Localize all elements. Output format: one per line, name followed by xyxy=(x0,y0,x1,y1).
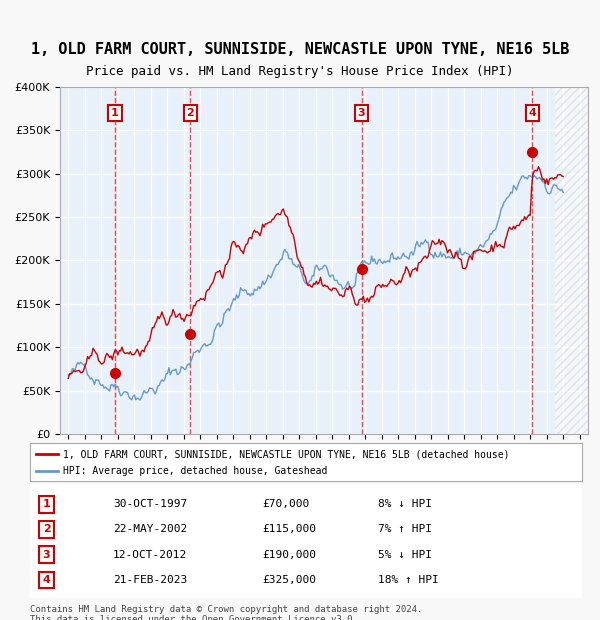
Text: 1: 1 xyxy=(43,499,50,509)
Text: 2: 2 xyxy=(43,525,50,534)
Text: 4: 4 xyxy=(529,108,536,118)
Text: 2: 2 xyxy=(187,108,194,118)
Text: £325,000: £325,000 xyxy=(262,575,316,585)
Text: £115,000: £115,000 xyxy=(262,525,316,534)
Text: £190,000: £190,000 xyxy=(262,550,316,560)
Text: HPI: Average price, detached house, Gateshead: HPI: Average price, detached house, Gate… xyxy=(63,466,328,476)
Text: 3: 3 xyxy=(358,108,365,118)
Text: Price paid vs. HM Land Registry's House Price Index (HPI): Price paid vs. HM Land Registry's House … xyxy=(86,65,514,78)
Text: 1: 1 xyxy=(111,108,119,118)
Text: 7% ↑ HPI: 7% ↑ HPI xyxy=(378,525,432,534)
Text: 18% ↑ HPI: 18% ↑ HPI xyxy=(378,575,439,585)
Text: 12-OCT-2012: 12-OCT-2012 xyxy=(113,550,187,560)
Text: £70,000: £70,000 xyxy=(262,499,309,509)
Text: 8% ↓ HPI: 8% ↓ HPI xyxy=(378,499,432,509)
Text: Contains HM Land Registry data © Crown copyright and database right 2024.
This d: Contains HM Land Registry data © Crown c… xyxy=(30,604,422,620)
Text: 3: 3 xyxy=(43,550,50,560)
Text: 21-FEB-2023: 21-FEB-2023 xyxy=(113,575,187,585)
Bar xyxy=(555,87,588,434)
Text: 1, OLD FARM COURT, SUNNISIDE, NEWCASTLE UPON TYNE, NE16 5LB: 1, OLD FARM COURT, SUNNISIDE, NEWCASTLE … xyxy=(31,42,569,57)
Text: 22-MAY-2002: 22-MAY-2002 xyxy=(113,525,187,534)
Text: 5% ↓ HPI: 5% ↓ HPI xyxy=(378,550,432,560)
Text: 30-OCT-1997: 30-OCT-1997 xyxy=(113,499,187,509)
Text: 4: 4 xyxy=(43,575,50,585)
Text: 1, OLD FARM COURT, SUNNISIDE, NEWCASTLE UPON TYNE, NE16 5LB (detached house): 1, OLD FARM COURT, SUNNISIDE, NEWCASTLE … xyxy=(63,450,509,459)
